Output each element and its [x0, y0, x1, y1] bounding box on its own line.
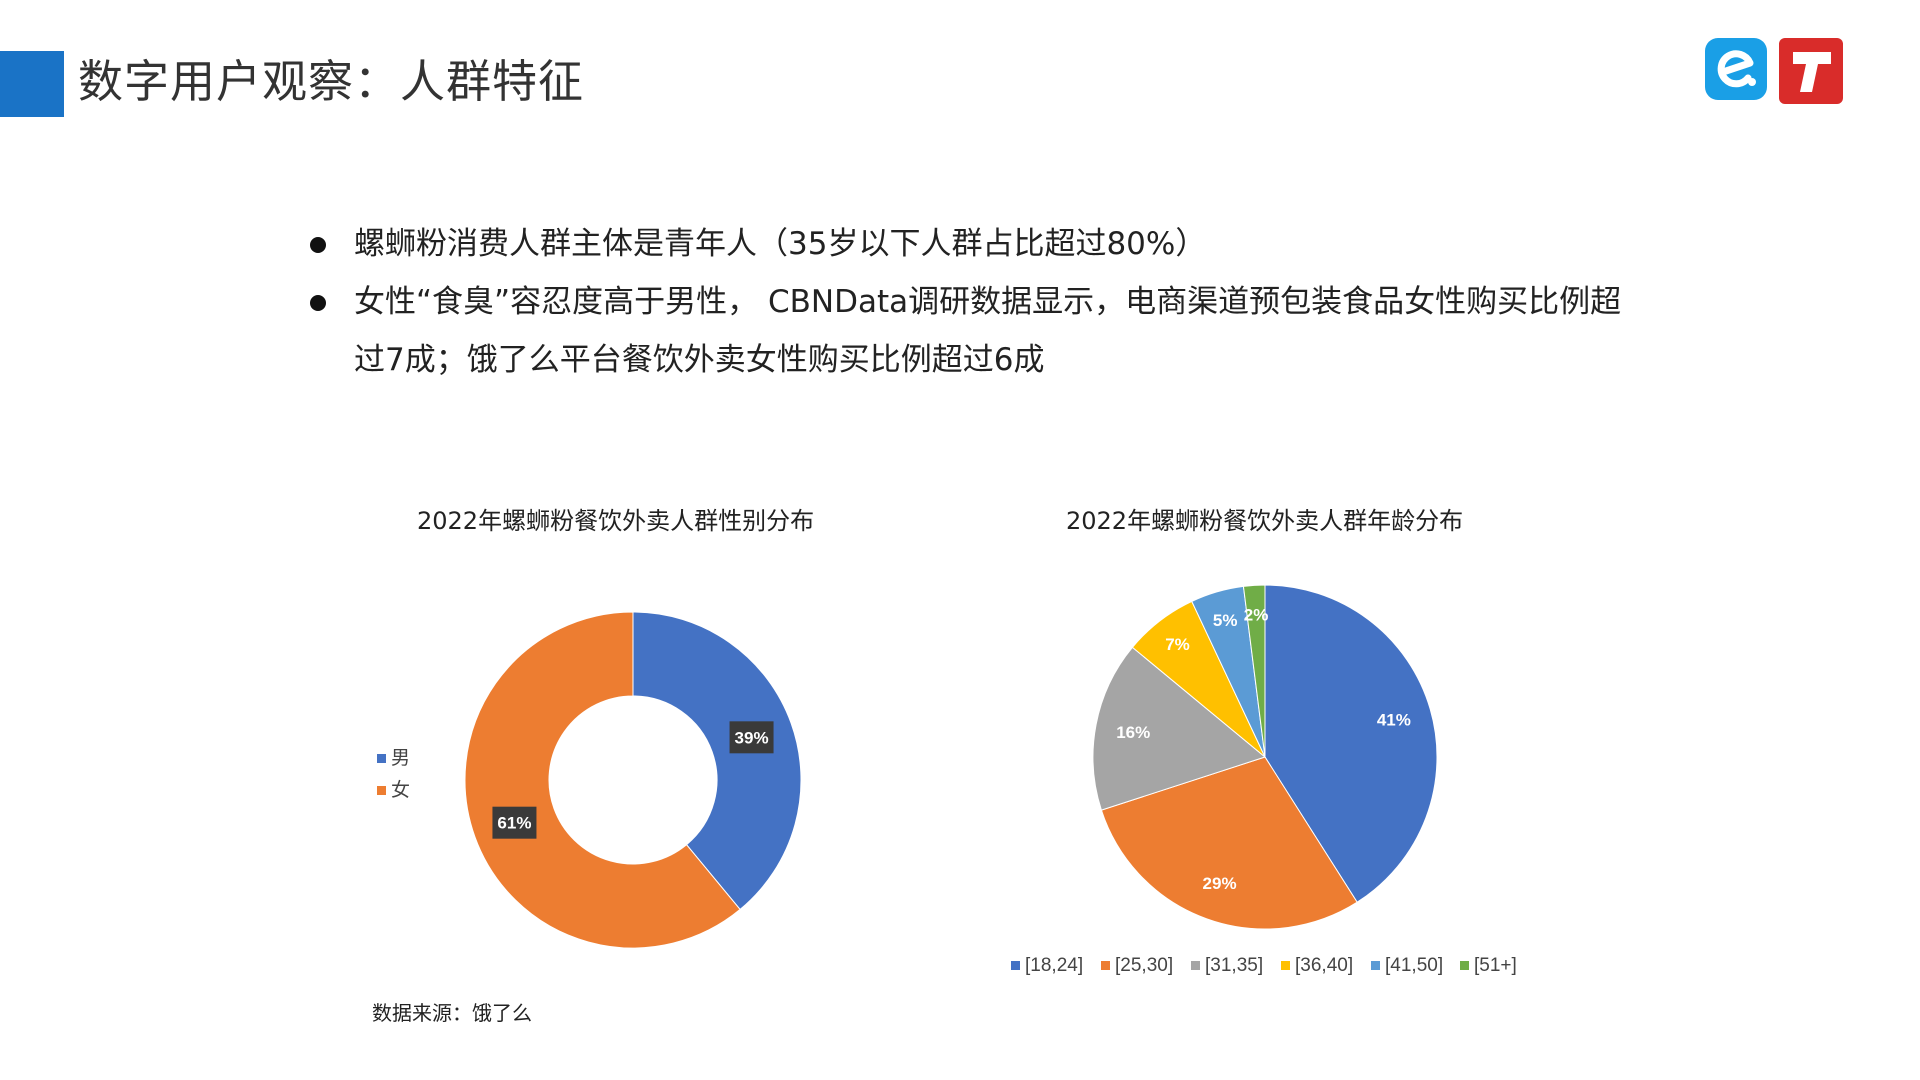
gender-chart-title: 2022年螺蛳粉餐饮外卖人群性别分布	[417, 507, 815, 535]
pie-slice-0	[1264, 584, 1438, 903]
legend-label: [25,30]	[1115, 955, 1173, 976]
pie-slice-5	[1242, 584, 1266, 758]
pie-slice-1	[1100, 756, 1358, 930]
donut-slice-0	[632, 611, 802, 911]
pie-slice-2	[1092, 646, 1267, 811]
donut-slice-1	[464, 611, 741, 949]
bullet-dot-icon	[310, 237, 326, 253]
bullet-dot-icon	[310, 295, 326, 311]
data-label-box	[492, 806, 537, 839]
data-label: 29%	[1203, 874, 1237, 893]
tmall-logo-icon	[1779, 38, 1843, 104]
title-accent-bar	[0, 51, 64, 117]
legend-swatch	[1191, 961, 1200, 970]
legend-swatch	[1281, 961, 1290, 970]
legend-swatch	[1460, 961, 1469, 970]
bullet-text: 螺蛳粉消费人群主体是青年人（35岁以下人群占比超过80%）	[354, 226, 1207, 262]
legend-label: 男	[391, 747, 410, 769]
legend-label: [18,24]	[1025, 955, 1083, 976]
legend-swatch	[377, 786, 386, 795]
legend-label: 女	[391, 779, 410, 801]
legend-label: [36,40]	[1295, 955, 1353, 976]
legend-swatch	[1371, 961, 1380, 970]
data-label: 7%	[1165, 635, 1190, 654]
bullet-list: 螺蛳粉消费人群主体是青年人（35岁以下人群占比超过80%） 女性“食臭”容忍度高…	[310, 215, 1630, 389]
bullet-item: 螺蛳粉消费人群主体是青年人（35岁以下人群占比超过80%）	[310, 215, 1630, 273]
eleme-logo-icon	[1705, 38, 1767, 100]
data-label: 2%	[1244, 606, 1269, 625]
data-label: 41%	[1377, 711, 1411, 730]
age-chart-title: 2022年螺蛳粉餐饮外卖人群年龄分布	[1066, 507, 1464, 535]
data-label-box	[729, 721, 774, 754]
source-note: 数据来源：饿了么	[372, 1001, 532, 1025]
bullet-item: 女性“食臭”容忍度高于男性， CBNData调研数据显示，电商渠道预包装食品女性…	[310, 273, 1630, 389]
data-label: 61%	[497, 814, 531, 833]
legend-swatch	[1011, 961, 1020, 970]
legend-swatch	[1101, 961, 1110, 970]
page-title: 数字用户观察：人群特征	[78, 55, 585, 108]
legend-swatch	[377, 754, 386, 763]
bullet-text: 女性“食臭”容忍度高于男性， CBNData调研数据显示，电商渠道预包装食品女性…	[354, 284, 1622, 378]
legend-label: [41,50]	[1385, 955, 1443, 976]
legend-label: [51+]	[1474, 955, 1517, 976]
data-label: 39%	[735, 728, 769, 747]
data-label: 16%	[1116, 723, 1150, 742]
data-label: 5%	[1213, 611, 1238, 630]
legend-label: [31,35]	[1205, 955, 1263, 976]
